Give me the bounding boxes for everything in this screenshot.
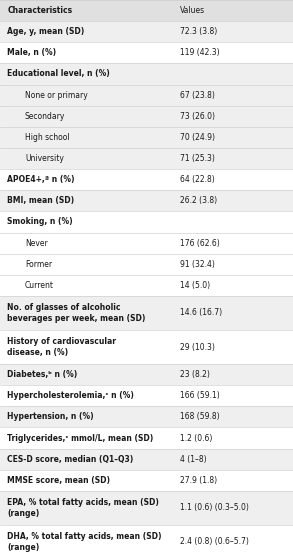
Bar	[0, 449, 293, 470]
Bar	[0, 364, 293, 385]
Text: Age, y, mean (SD): Age, y, mean (SD)	[7, 27, 85, 36]
Text: Triglycerides,ᶜ mmol/L, mean (SD): Triglycerides,ᶜ mmol/L, mean (SD)	[7, 434, 154, 443]
Text: 70 (24.9): 70 (24.9)	[180, 133, 215, 142]
Text: None or primary: None or primary	[25, 91, 88, 100]
Text: Current: Current	[25, 281, 54, 290]
Bar	[0, 275, 293, 296]
Bar	[0, 63, 293, 84]
Text: Educational level, n (%): Educational level, n (%)	[7, 69, 110, 78]
Bar	[0, 42, 293, 63]
Text: Former: Former	[25, 260, 52, 269]
Text: 168 (59.8): 168 (59.8)	[180, 413, 220, 421]
Bar	[0, 428, 293, 449]
Text: 176 (62.6): 176 (62.6)	[180, 239, 220, 248]
Text: 29 (10.3): 29 (10.3)	[180, 343, 215, 352]
Text: 14.6 (16.7): 14.6 (16.7)	[180, 309, 222, 318]
Text: Never: Never	[25, 239, 48, 248]
Text: No. of glasses of alcoholic
beverages per week, mean (SD): No. of glasses of alcoholic beverages pe…	[7, 303, 146, 323]
Text: 23 (8.2): 23 (8.2)	[180, 370, 210, 379]
Text: 71 (25.3): 71 (25.3)	[180, 154, 215, 163]
Text: High school: High school	[25, 133, 69, 142]
Bar	[0, 385, 293, 406]
Text: University: University	[25, 154, 64, 163]
Bar	[0, 21, 293, 42]
Bar	[0, 254, 293, 275]
Text: Smoking, n (%): Smoking, n (%)	[7, 217, 73, 226]
Bar	[0, 470, 293, 491]
Text: 91 (32.4): 91 (32.4)	[180, 260, 215, 269]
Text: Male, n (%): Male, n (%)	[7, 48, 57, 58]
Text: 1.2 (0.6): 1.2 (0.6)	[180, 434, 212, 443]
Text: CES-D score, median (Q1–Q3): CES-D score, median (Q1–Q3)	[7, 454, 134, 463]
Text: 67 (23.8): 67 (23.8)	[180, 91, 215, 100]
Bar	[0, 330, 293, 364]
Text: Hypertension, n (%): Hypertension, n (%)	[7, 413, 94, 421]
Bar	[0, 169, 293, 190]
Text: 1.1 (0.6) (0.3–5.0): 1.1 (0.6) (0.3–5.0)	[180, 504, 249, 513]
Text: Characteristics: Characteristics	[7, 6, 72, 15]
Bar	[0, 211, 293, 233]
Text: DHA, % total fatty acids, mean (SD)
(range): DHA, % total fatty acids, mean (SD) (ran…	[7, 532, 162, 552]
Bar	[0, 127, 293, 148]
Text: 166 (59.1): 166 (59.1)	[180, 391, 220, 400]
Bar	[0, 406, 293, 428]
Text: 2.4 (0.8) (0.6–5.7): 2.4 (0.8) (0.6–5.7)	[180, 537, 249, 547]
Text: MMSE score, mean (SD): MMSE score, mean (SD)	[7, 476, 110, 485]
Bar	[0, 148, 293, 169]
Bar	[0, 296, 293, 330]
Bar	[0, 190, 293, 211]
Text: 26.2 (3.8): 26.2 (3.8)	[180, 196, 217, 205]
Bar	[0, 0, 293, 21]
Text: APOE4+,ª n (%): APOE4+,ª n (%)	[7, 175, 75, 184]
Text: 73 (26.0): 73 (26.0)	[180, 112, 215, 121]
Text: 4 (1–8): 4 (1–8)	[180, 454, 207, 463]
Bar	[0, 233, 293, 254]
Text: Hypercholesterolemia,ᶜ n (%): Hypercholesterolemia,ᶜ n (%)	[7, 391, 134, 400]
Text: 27.9 (1.8): 27.9 (1.8)	[180, 476, 217, 485]
Bar	[0, 84, 293, 106]
Text: Values: Values	[180, 6, 205, 15]
Text: Secondary: Secondary	[25, 112, 65, 121]
Text: 119 (42.3): 119 (42.3)	[180, 48, 220, 58]
Text: 14 (5.0): 14 (5.0)	[180, 281, 210, 290]
Bar	[0, 106, 293, 127]
Text: EPA, % total fatty acids, mean (SD)
(range): EPA, % total fatty acids, mean (SD) (ran…	[7, 498, 159, 518]
Bar	[0, 525, 293, 559]
Bar	[0, 491, 293, 525]
Text: Diabetes,ᵇ n (%): Diabetes,ᵇ n (%)	[7, 370, 78, 379]
Text: BMI, mean (SD): BMI, mean (SD)	[7, 196, 74, 205]
Text: 64 (22.8): 64 (22.8)	[180, 175, 215, 184]
Text: History of cardiovascular
disease, n (%): History of cardiovascular disease, n (%)	[7, 337, 116, 357]
Text: 72.3 (3.8): 72.3 (3.8)	[180, 27, 217, 36]
